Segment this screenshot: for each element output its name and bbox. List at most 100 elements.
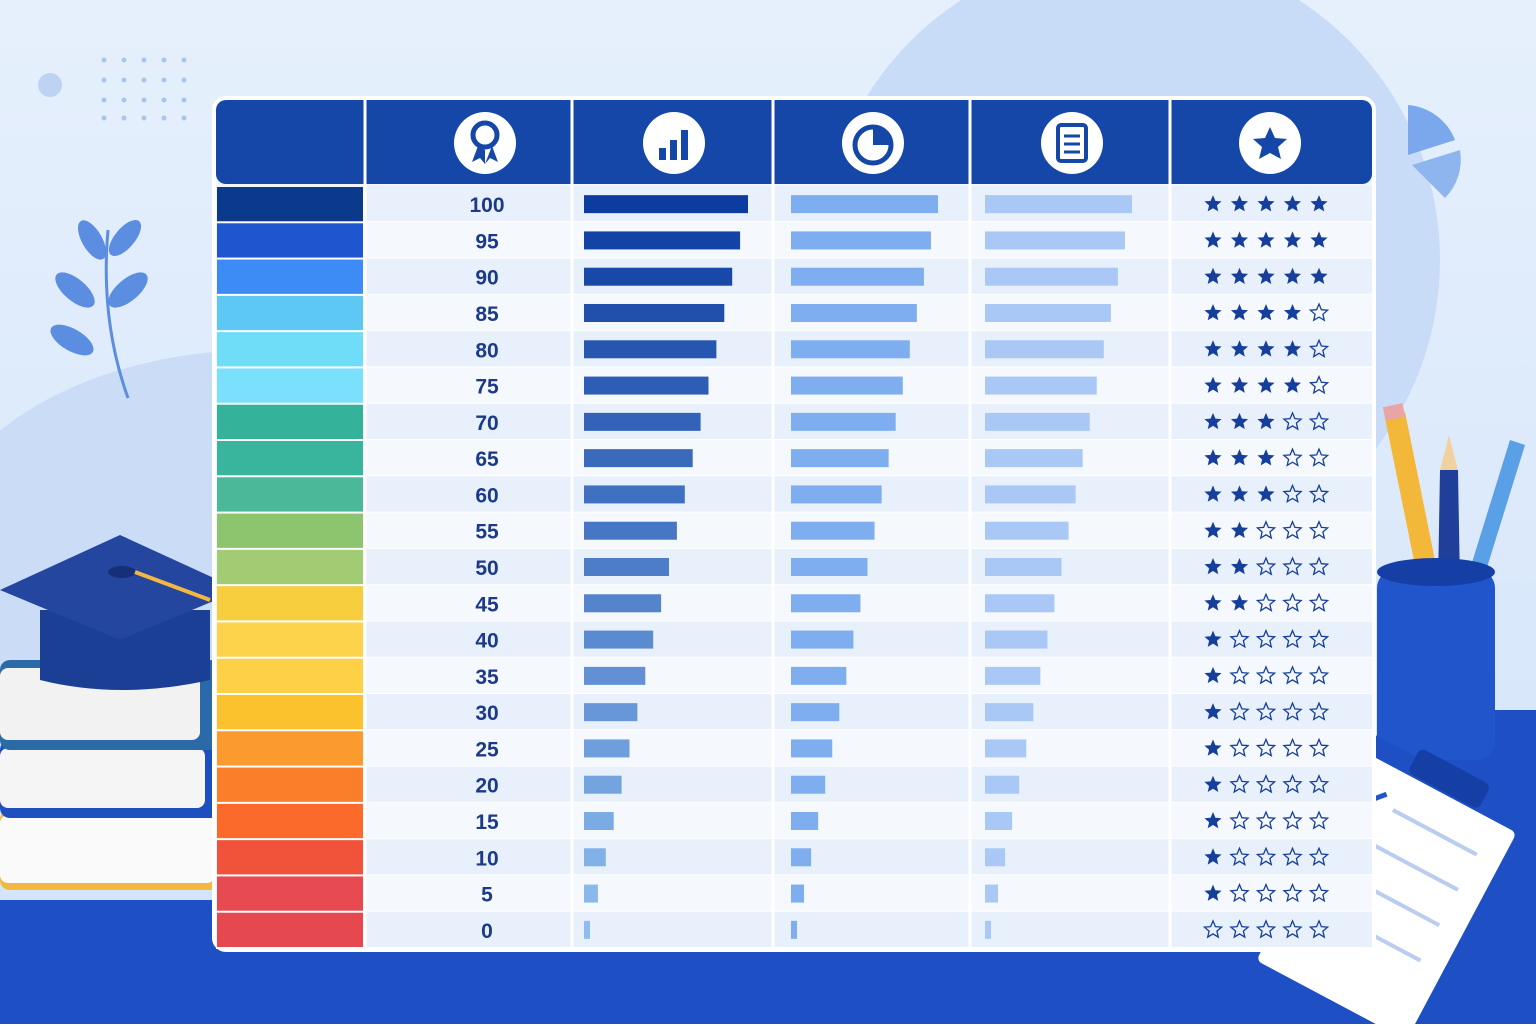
- star-filled: [1204, 666, 1222, 684]
- row-band: [365, 911, 1372, 948]
- star-empty: [1255, 556, 1277, 576]
- star-filled: [1204, 884, 1222, 901]
- score: 80: [475, 339, 498, 362]
- star-filled: [1230, 304, 1249, 321]
- star-empty: [1229, 665, 1250, 685]
- bar-secondary: [791, 412, 896, 431]
- star-empty: [1282, 556, 1303, 576]
- star-empty: [1255, 919, 1277, 939]
- star-filled: [1204, 412, 1222, 430]
- bar-tertiary: [985, 231, 1125, 250]
- star-empty: [1255, 846, 1277, 866]
- bar-secondary: [791, 848, 812, 867]
- bar-secondary: [791, 340, 910, 359]
- bar-secondary: [791, 920, 797, 939]
- star-filled: [1257, 449, 1275, 466]
- bar-secondary: [791, 630, 854, 649]
- star-empty: [1282, 919, 1303, 939]
- star-filled: [1257, 304, 1275, 321]
- star-empty: [1229, 774, 1250, 794]
- star-filled: [1257, 340, 1275, 357]
- column-dividers: [363, 100, 1172, 948]
- star-filled: [1204, 449, 1222, 466]
- bar-tertiary: [985, 558, 1062, 576]
- star-filled: [1230, 231, 1249, 248]
- color-swatch: [217, 622, 363, 657]
- color-swatch: [217, 803, 363, 839]
- star-empty: [1282, 592, 1303, 612]
- star-empty: [1308, 810, 1330, 830]
- star-filled: [1230, 267, 1249, 284]
- table-header: [216, 100, 1372, 184]
- star-filled: [1204, 267, 1222, 284]
- star-empty: [1255, 810, 1277, 830]
- score: 70: [475, 412, 498, 435]
- bar-secondary: [791, 594, 861, 613]
- star-empty: [1282, 411, 1303, 431]
- star-empty: [1255, 628, 1277, 649]
- color-swatch: [217, 477, 363, 512]
- bar-tertiary: [985, 449, 1083, 468]
- color-swatch: [217, 368, 363, 403]
- star-empty: [1308, 483, 1330, 504]
- score: 30: [475, 702, 498, 725]
- bar-tertiary: [985, 703, 1034, 722]
- dot: [38, 73, 62, 97]
- star-empty: [1308, 846, 1330, 866]
- color-swatch: [217, 695, 363, 730]
- star-empty: [1255, 665, 1277, 685]
- star-empty: [1255, 520, 1277, 540]
- bar-tertiary: [985, 920, 991, 939]
- score: 85: [475, 303, 499, 326]
- score: 40: [475, 630, 498, 653]
- star-filled: [1204, 304, 1222, 321]
- star-empty: [1229, 919, 1250, 939]
- star-filled: [1230, 594, 1249, 611]
- star-filled: [1204, 376, 1222, 393]
- score: 5: [481, 884, 493, 907]
- bar-secondary: [791, 267, 924, 286]
- star-empty: [1282, 882, 1303, 903]
- bar-tertiary: [985, 376, 1097, 395]
- star-empty: [1308, 882, 1330, 903]
- bar-tertiary: [985, 739, 1027, 758]
- star-filled: [1230, 195, 1249, 212]
- color-swatch: [217, 767, 363, 802]
- bar-primary: [584, 267, 733, 286]
- score: 75: [475, 376, 499, 399]
- bar-tertiary: [985, 521, 1069, 540]
- star-filled: [1230, 412, 1249, 430]
- bar-secondary: [791, 304, 917, 322]
- bar-tertiary: [985, 195, 1132, 214]
- color-swatch: [217, 223, 363, 258]
- star-empty: [1229, 737, 1250, 758]
- score: 50: [475, 557, 498, 580]
- star-filled: [1204, 231, 1222, 248]
- color-swatch: [217, 441, 363, 476]
- star-empty: [1229, 846, 1250, 866]
- score: 60: [475, 484, 498, 507]
- star-empty: [1282, 737, 1303, 758]
- star-filled: [1283, 304, 1302, 321]
- color-swatch: [217, 658, 363, 693]
- score: 45: [475, 593, 499, 616]
- color-swatch: [217, 876, 363, 911]
- star-filled: [1230, 485, 1249, 502]
- bar-tertiary: [985, 666, 1041, 685]
- score: 0: [481, 920, 493, 943]
- bar-primary: [584, 485, 685, 504]
- star-filled: [1257, 267, 1275, 284]
- books: [0, 535, 240, 890]
- star-empty: [1308, 701, 1330, 721]
- star-empty: [1308, 374, 1330, 395]
- row-band: [365, 875, 1372, 912]
- star-filled: [1230, 521, 1249, 538]
- bar-secondary: [791, 666, 847, 685]
- star-empty: [1255, 737, 1277, 758]
- star-empty: [1308, 411, 1330, 431]
- row-band: [365, 548, 1372, 586]
- bar-secondary: [791, 231, 931, 250]
- star-empty: [1308, 447, 1330, 467]
- star-filled: [1230, 558, 1249, 575]
